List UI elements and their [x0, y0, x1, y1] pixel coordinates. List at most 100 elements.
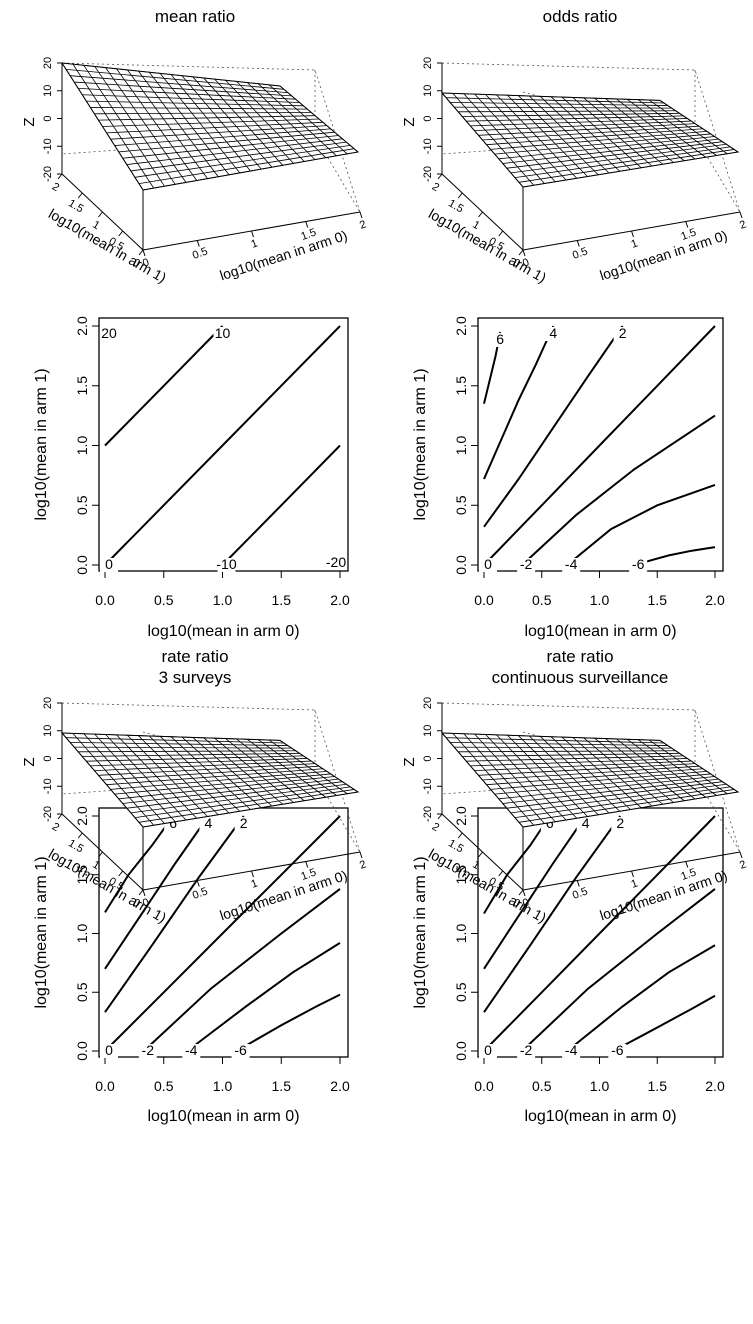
mesh-line — [572, 97, 653, 167]
mesh-line — [98, 115, 316, 121]
y-tick-label: 0.0 — [453, 555, 469, 575]
mesh-line — [102, 118, 320, 127]
panel-4-title: rate ratio — [546, 647, 614, 666]
x3d-tick — [359, 211, 363, 219]
contour-label: -4 — [565, 1042, 578, 1058]
surface-panel-1: Z20100-10-2021.510.5000.511.52log10(mean… — [21, 57, 368, 286]
mesh-line — [102, 765, 320, 781]
mesh-line — [462, 752, 680, 757]
panel-4-subtitle: continuous surveillance — [491, 668, 669, 687]
panel-2-title: odds ratio — [542, 7, 618, 26]
mesh-line — [583, 737, 664, 805]
y-tick-label: 1.0 — [453, 924, 469, 944]
contour-line — [483, 815, 622, 1013]
x3d-tick-label: 2 — [738, 218, 748, 231]
mesh-line — [192, 737, 273, 807]
mesh-line — [94, 112, 312, 115]
y-axis-label: log10(mean in arm 1) — [33, 368, 50, 520]
z-tick-label: -10 — [422, 138, 434, 154]
mesh-line — [446, 97, 664, 104]
mesh-line — [450, 102, 668, 106]
contour-label: 4 — [582, 815, 590, 831]
mesh-line — [572, 737, 653, 807]
x-tick-label: 2.0 — [330, 1078, 350, 1094]
x3d-tick-label: 2 — [358, 858, 368, 871]
x-tick-label: 1.0 — [213, 1078, 233, 1094]
contour-line — [104, 815, 174, 913]
contour-line — [104, 325, 224, 447]
x3d-tick — [196, 240, 200, 247]
mesh-line — [478, 763, 696, 776]
mesh-line — [616, 98, 696, 160]
contour-panel-3: 0.0 0.5 1.0 1.5 2.0 0.0 0.5 1.0 1.5 2.0 log10(mean… — [33, 806, 350, 1125]
y3d-tick — [57, 173, 63, 180]
mesh-line — [594, 737, 674, 803]
x-tick-label: 0.5 — [532, 1078, 552, 1094]
y3d-tick-label: 0 — [511, 257, 522, 270]
mesh-line — [236, 738, 316, 800]
x-tick-label: 0.0 — [95, 592, 115, 608]
mesh-line — [478, 123, 696, 136]
mesh-line — [605, 738, 685, 802]
mesh-line — [86, 100, 304, 107]
contour-label-bg — [100, 558, 118, 572]
z-tick-label: 0 — [42, 115, 54, 121]
mesh-line — [82, 752, 300, 757]
y-tick-label: 1.5 — [453, 865, 469, 885]
x3d-tick — [576, 880, 580, 887]
x3d-tick-label: 1 — [250, 237, 260, 250]
contour-label-bg — [613, 327, 632, 341]
x3d-tick-label: 1.5 — [679, 866, 697, 883]
y3d-tick — [498, 230, 504, 237]
mesh-line — [268, 739, 348, 795]
y3d-axis-label: log10(mean in arm 1) — [426, 205, 549, 285]
contour-line — [483, 815, 551, 915]
y-axis-label: log10(mean in arm 1) — [412, 368, 429, 520]
x-tick-label: 2.0 — [705, 1078, 725, 1094]
x3d-tick-label: 0 — [521, 256, 531, 269]
x-tick-label: 0.5 — [154, 1078, 174, 1094]
y3d-tick — [498, 870, 504, 877]
contour-label-bg — [234, 817, 253, 831]
y3d-axis-label: log10(mean in arm 1) — [46, 845, 169, 925]
mesh-line — [279, 740, 359, 793]
mesh-line — [181, 736, 262, 809]
mesh-line — [659, 740, 739, 793]
x3d-axis-label: log10(mean in arm 0) — [598, 867, 729, 923]
x3d-tick — [739, 211, 743, 219]
y-tick-label: 2.0 — [453, 806, 469, 826]
y-tick-label: 1.0 — [453, 436, 469, 456]
mesh-line — [458, 110, 676, 113]
x3d-tick — [685, 861, 689, 868]
y3d-tick — [138, 249, 144, 256]
mesh-line — [627, 98, 706, 158]
mesh-line — [94, 760, 312, 771]
x-tick-label: 1.5 — [648, 1078, 668, 1094]
x3d-tick-label: 0 — [141, 256, 151, 269]
z-tick-label: 0 — [42, 755, 54, 761]
x3d-tick — [142, 889, 146, 897]
y3d-tick-label: 1.5 — [446, 197, 465, 215]
contour-line — [566, 944, 716, 1052]
z-tick-label: 20 — [422, 57, 434, 69]
mesh-line — [441, 732, 661, 741]
mesh-line — [616, 738, 696, 800]
contour-label: 10 — [215, 325, 231, 341]
x3d-axis-label: log10(mean in arm 0) — [218, 227, 349, 283]
mesh-line — [74, 81, 292, 97]
x3d-tick-label: 1.5 — [299, 226, 317, 243]
x3d-tick — [196, 880, 200, 887]
contour-label-bg — [608, 1044, 627, 1058]
mesh-line — [482, 765, 700, 781]
contour-line — [566, 483, 716, 566]
contour-label-bg — [217, 558, 236, 572]
x3d-tick-label: 0 — [521, 896, 531, 909]
contour-line — [186, 942, 341, 1052]
contour-label: 0 — [484, 1042, 492, 1058]
mesh-line — [98, 763, 316, 776]
contour-label-bg — [100, 327, 118, 341]
x3d-tick-label: 2 — [358, 218, 368, 231]
mesh-line — [648, 739, 728, 795]
contour-label: -4 — [185, 1042, 198, 1058]
contour-line — [521, 414, 716, 566]
